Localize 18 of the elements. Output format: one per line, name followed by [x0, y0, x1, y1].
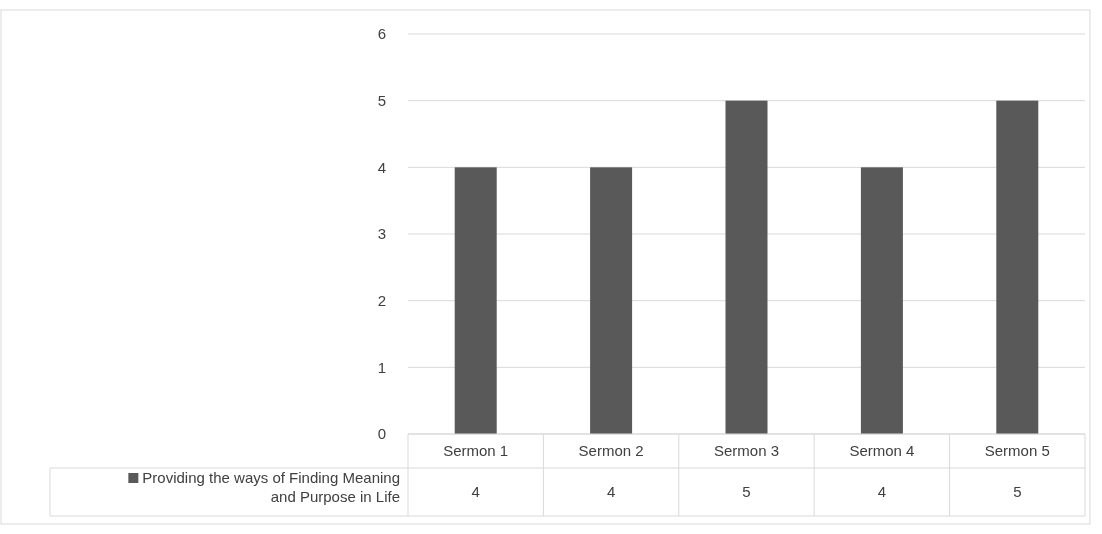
data-label: 4 — [877, 483, 887, 500]
y-tick-label: 6 — [377, 25, 386, 43]
legend-label: Providing the ways of Finding Meaning and Purpose in Life — [142, 469, 400, 505]
y-tick-label: 1 — [377, 358, 386, 376]
data-label: 4 — [606, 483, 616, 500]
y-tick-label: 2 — [377, 291, 386, 309]
y-tick-label: 4 — [377, 158, 386, 176]
x-tick-label: Sermon 2 — [578, 442, 644, 459]
y-tick-label: 3 — [377, 225, 386, 243]
x-tick-label: Sermon 4 — [849, 442, 915, 459]
x-tick-label: Sermon 5 — [984, 442, 1050, 459]
data-label: 5 — [742, 483, 751, 500]
x-tick-label: Sermon 1 — [443, 442, 509, 459]
x-tick-label: Sermon 3 — [713, 442, 780, 459]
data-label: 5 — [1013, 483, 1022, 500]
data-label: 4 — [471, 483, 480, 500]
y-tick-label: 5 — [377, 91, 386, 109]
y-tick-label: 0 — [377, 425, 386, 443]
